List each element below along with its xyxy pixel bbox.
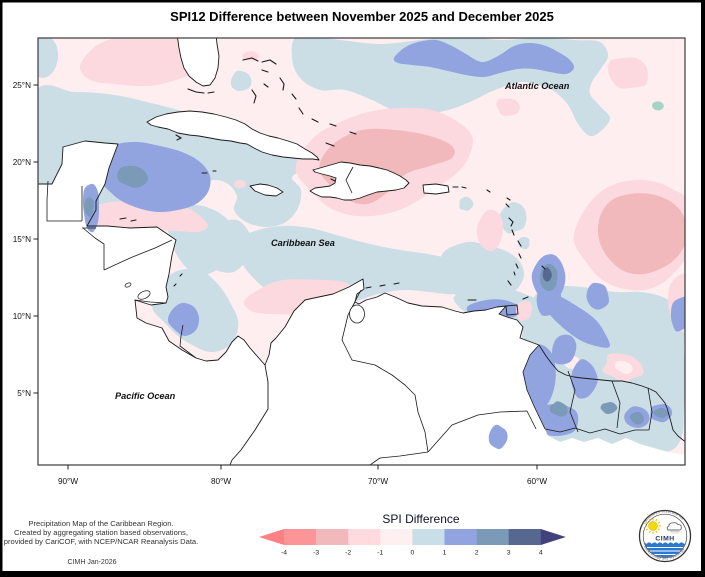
svg-text:Pacific Ocean: Pacific Ocean [115, 391, 176, 401]
svg-text:Caribbean Sea: Caribbean Sea [271, 238, 335, 248]
svg-text:2: 2 [475, 550, 479, 557]
svg-text:Precipitation Map of the Carib: Precipitation Map of the Caribbean Regio… [28, 519, 173, 528]
svg-text:SPI12 Difference between Novem: SPI12 Difference between November 2025 a… [170, 9, 554, 24]
svg-text:Created by aggregating station: Created by aggregating station based obs… [14, 528, 188, 537]
svg-text:20°N: 20°N [13, 158, 31, 167]
svg-text:-4: -4 [281, 550, 287, 557]
svg-text:-2: -2 [345, 550, 351, 557]
svg-text:4: 4 [539, 550, 543, 557]
svg-text:SPI Difference: SPI Difference [382, 512, 459, 526]
svg-text:5°N: 5°N [17, 389, 31, 398]
svg-text:25°N: 25°N [13, 81, 31, 90]
svg-text:3: 3 [507, 550, 511, 557]
svg-text:provided by CariCOF, with NCEP: provided by CariCOF, with NCEP/NCAR Rean… [4, 537, 199, 546]
svg-text:90°W: 90°W [58, 477, 78, 486]
svg-text:-3: -3 [313, 550, 319, 557]
svg-text:70°W: 70°W [368, 477, 388, 486]
svg-text:80°W: 80°W [211, 477, 231, 486]
svg-text:CIMH Jan-2026: CIMH Jan-2026 [67, 559, 116, 566]
svg-text:10°N: 10°N [13, 312, 31, 321]
svg-text:CIMH: CIMH [655, 536, 674, 543]
svg-text:0: 0 [411, 550, 415, 557]
svg-text:-1: -1 [377, 550, 383, 557]
svg-text:1: 1 [443, 550, 447, 557]
svg-text:Atlantic Ocean: Atlantic Ocean [504, 81, 570, 91]
svg-text:60°W: 60°W [527, 477, 547, 486]
svg-text:15°N: 15°N [13, 235, 31, 244]
